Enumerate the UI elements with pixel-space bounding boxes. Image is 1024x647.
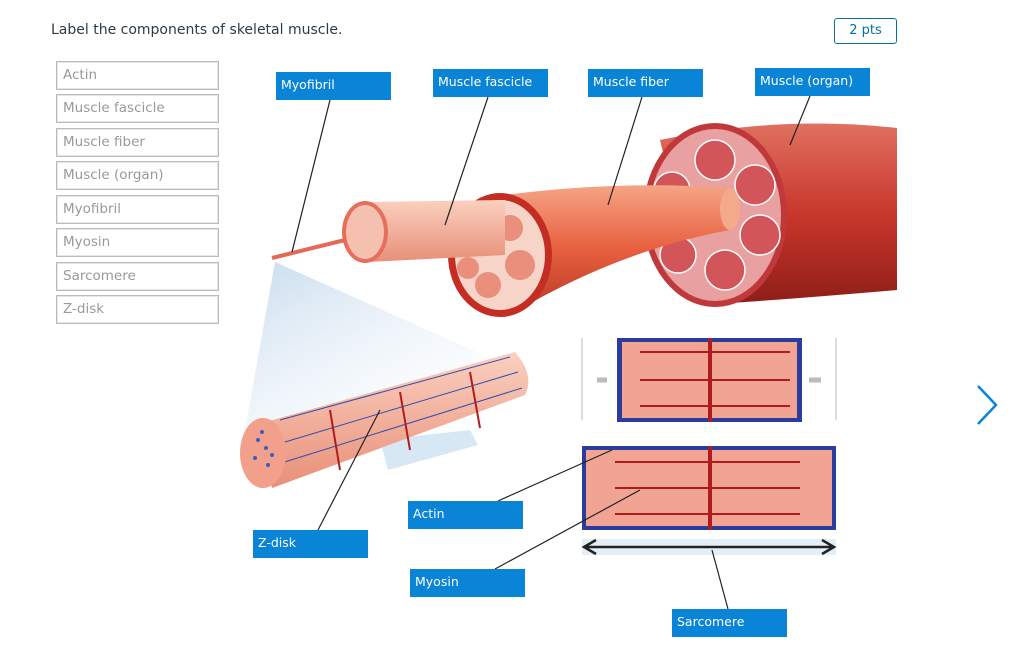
word-bank-item[interactable]: Z-disk (56, 295, 219, 324)
word-bank-item[interactable]: Muscle (organ) (56, 161, 219, 190)
label-target[interactable]: Muscle (organ) (755, 68, 870, 96)
label-target[interactable]: Actin (408, 501, 523, 529)
word-bank-item[interactable]: Myofibril (56, 195, 219, 224)
points: 2 pts (834, 18, 897, 44)
word-bank-item[interactable]: Sarcomere (56, 262, 219, 291)
label-target[interactable]: Z-disk (253, 530, 368, 558)
word-bank-item[interactable]: Actin (56, 61, 219, 90)
word-bank-item[interactable]: Muscle fascicle (56, 94, 219, 123)
word-bank-item[interactable]: Myosin (56, 228, 219, 257)
next-button[interactable] (970, 380, 1004, 430)
label-target[interactable]: Sarcomere (672, 609, 787, 637)
label-target[interactable]: Muscle fascicle (433, 69, 548, 97)
label-target[interactable]: Myosin (410, 569, 525, 597)
word-bank-item[interactable]: Muscle fiber (56, 128, 219, 157)
label-target[interactable]: Muscle fiber (588, 69, 703, 97)
question: Label the components of skeletal muscle. (51, 22, 343, 38)
label-target[interactable]: Myofibril (276, 72, 391, 100)
